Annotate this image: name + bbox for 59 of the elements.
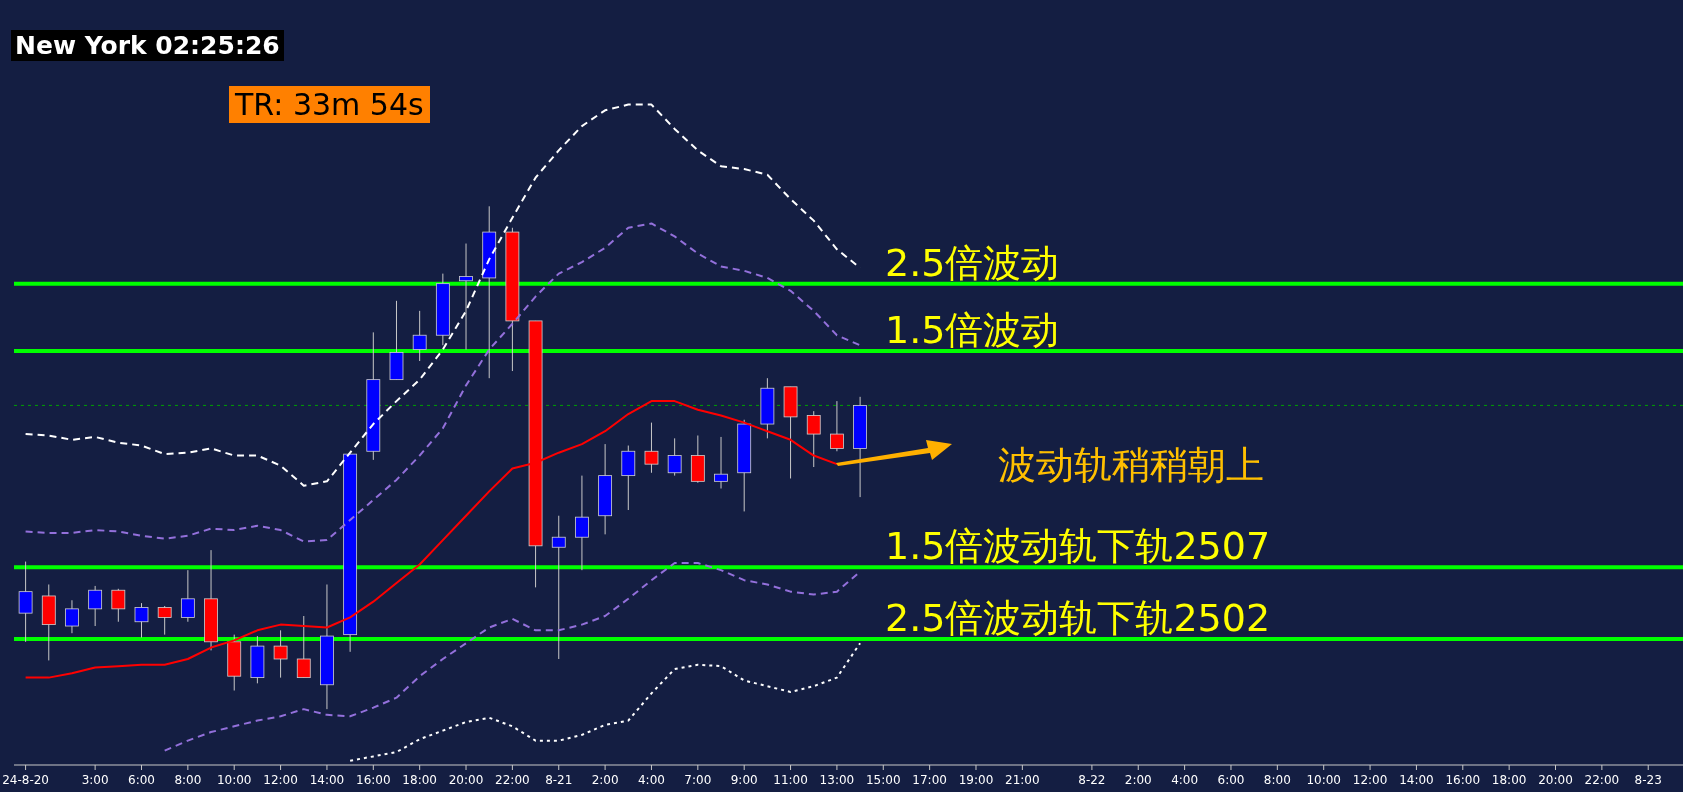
x-tick-label: 4:00	[637, 773, 665, 787]
annotation: TR: 33m 54s	[229, 86, 430, 123]
x-tick-label: 21:00	[1005, 773, 1040, 787]
ref-line-label: 2.5倍波动	[885, 240, 1060, 285]
candlestick	[180, 569, 195, 623]
x-tick-label: 8-23	[1634, 773, 1662, 787]
x-tick-label: 18:00	[402, 773, 437, 787]
x-tick-label: 8:00	[1263, 773, 1291, 787]
candlestick	[65, 599, 79, 634]
x-tick-label: 13:00	[819, 773, 855, 787]
x-tick-label: 4:00	[1171, 773, 1199, 787]
x-tick-label: 10:00	[216, 773, 252, 787]
x-tick-label: 14:00	[1399, 773, 1434, 787]
x-tick-label: 10:00	[1306, 773, 1341, 787]
candlestick	[806, 410, 821, 468]
x-tick-label: 20:00	[448, 773, 484, 787]
x-tick-label: 11:00	[773, 773, 808, 787]
x-tick-label: 19:00	[958, 773, 994, 787]
x-tick-label: 12:00	[263, 773, 298, 787]
candlestick	[830, 400, 844, 452]
candlestick	[714, 436, 728, 490]
ref-line-label: 1.5倍波动	[885, 307, 1060, 352]
x-tick-label: 6:00	[1217, 773, 1245, 787]
candlestick	[157, 605, 172, 636]
ref-line-label: 1.5倍波动轨下轨2507	[885, 524, 1271, 569]
candlestick	[134, 602, 149, 638]
candlestick	[111, 588, 126, 623]
x-tick-label: 20:00	[1538, 773, 1573, 787]
candlestick	[575, 475, 589, 571]
x-tick-label: 12:00	[1352, 773, 1388, 787]
candlestick	[644, 422, 659, 474]
candlestick	[18, 561, 33, 643]
candlestick	[412, 310, 427, 362]
x-tick-label: 3:00	[81, 773, 109, 787]
x-tick-label: 22:00	[495, 773, 530, 787]
x-tick-label: 8-22	[1078, 773, 1106, 787]
ref-line-label: 2.5倍波动轨下轨2502	[885, 595, 1271, 640]
annotation: New York 02:25:26	[11, 30, 284, 61]
candlestick	[459, 243, 473, 351]
x-tick-label: 14:00	[309, 773, 345, 787]
annotation: 波动轨稍稍朝上	[998, 442, 1264, 489]
x-tick-label: 7:00	[684, 773, 712, 787]
x-tick-label: 22:00	[1584, 773, 1620, 787]
candlestick	[273, 629, 288, 679]
x-tick-label: 8:00	[174, 773, 202, 787]
x-tick-label: 9:00	[730, 773, 758, 787]
candlestick	[551, 515, 566, 660]
candlestick	[88, 585, 103, 627]
x-tick-label: 24-8-20	[2, 773, 50, 787]
x-tick-label: 16:00	[356, 773, 391, 787]
x-tick-label: 15:00	[865, 773, 901, 787]
x-tick-label: 8-21	[545, 773, 573, 787]
x-tick-label: 18:00	[1491, 773, 1527, 787]
candlestick	[667, 437, 682, 477]
x-tick-label: 6:00	[128, 773, 155, 787]
x-tick-label: 2:00	[591, 773, 619, 787]
x-tick-label: 2:00	[1124, 773, 1152, 787]
x-tick-label: 16:00	[1445, 773, 1481, 787]
x-tick-label: 17:00	[912, 773, 947, 787]
